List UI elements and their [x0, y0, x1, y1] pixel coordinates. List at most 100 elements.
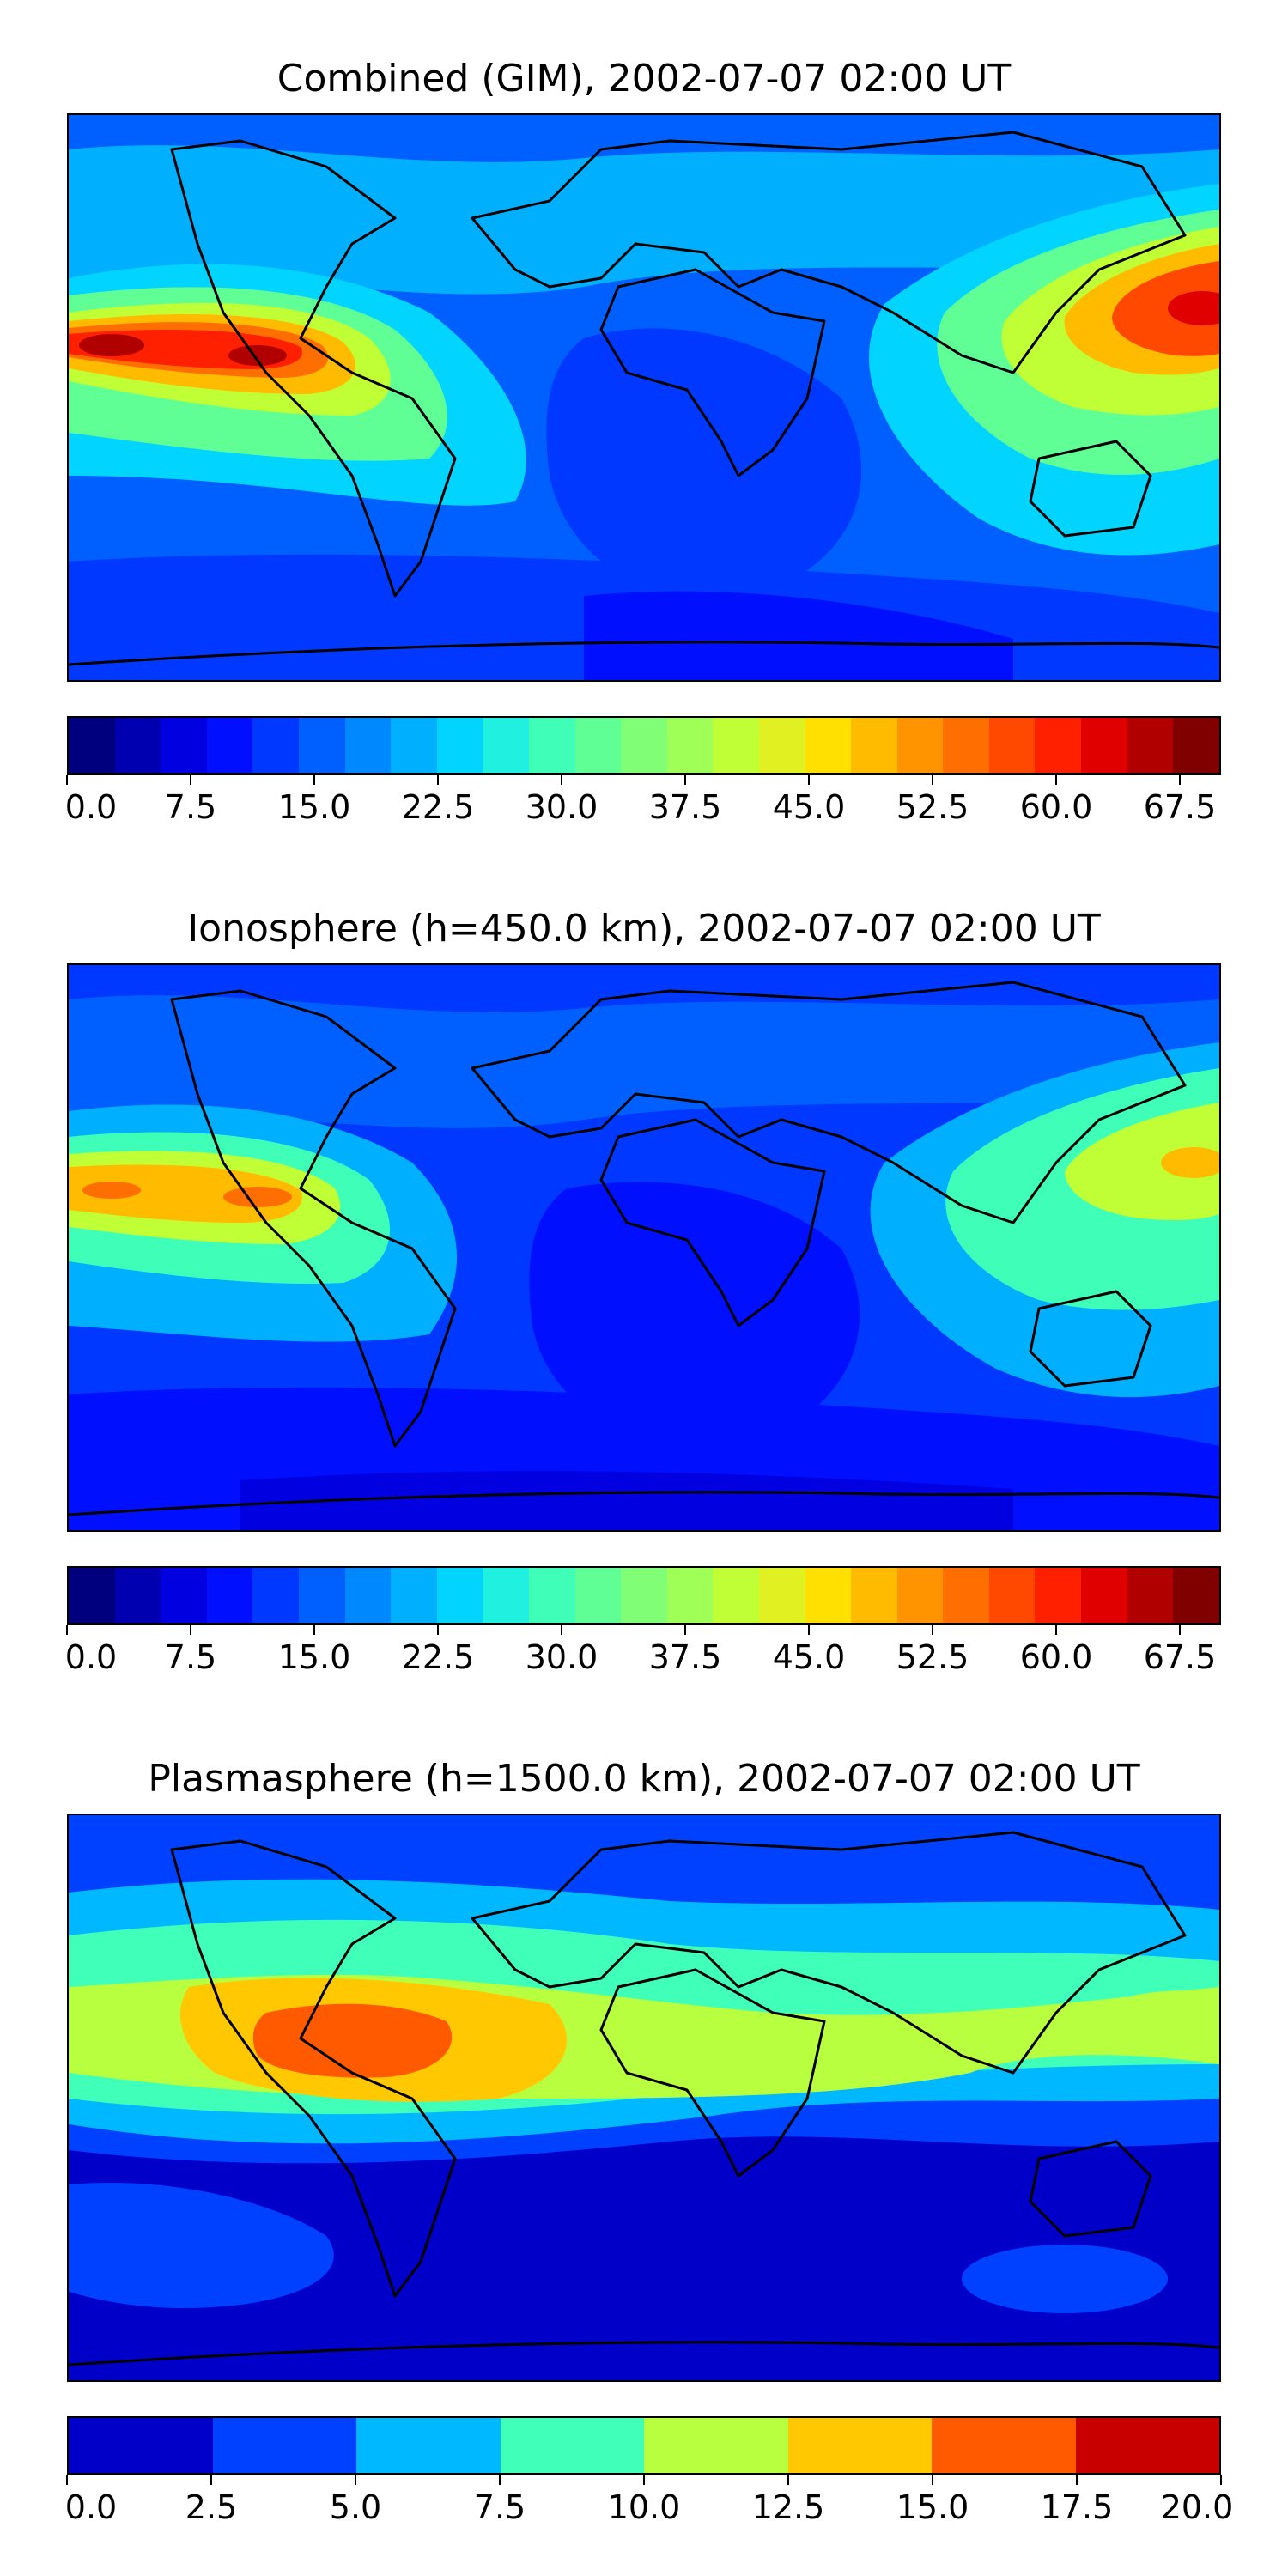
- colorbar-tick: [1179, 775, 1181, 785]
- panel-3-title: Plasmasphere (h=1500.0 km), 2002-07-07 0…: [148, 1757, 1140, 1801]
- colorbar-tick-label: 12.5: [751, 2488, 825, 2526]
- colorbar-segment: [713, 1568, 759, 1623]
- colorbar-tick: [210, 2475, 212, 2485]
- colorbar-segment: [1081, 1568, 1127, 1623]
- colorbar-tick: [1076, 2475, 1078, 2485]
- colorbar-segment: [1081, 718, 1127, 773]
- colorbar-tick: [1179, 1625, 1181, 1635]
- colorbar-segment: [1127, 1568, 1174, 1623]
- colorbar-segment: [988, 718, 1036, 773]
- colorbar-segment: [1035, 1568, 1082, 1623]
- colorbar-tick: [66, 1625, 68, 1635]
- colorbar-tick: [808, 1625, 810, 1635]
- colorbar-tick-label: 67.5: [1143, 788, 1217, 826]
- colorbar-segment: [206, 1568, 253, 1623]
- colorbar-segment: [436, 718, 483, 773]
- colorbar-segment: [1173, 718, 1219, 773]
- colorbar-segment: [528, 718, 575, 773]
- colorbar-tick: [66, 775, 68, 785]
- colorbar-tick-label: 20.0: [1160, 2488, 1234, 2526]
- colorbar-tick: [437, 775, 439, 785]
- panel-3-tec-field: [69, 1815, 1219, 2380]
- colorbar-tick-label: 30.0: [525, 788, 598, 826]
- colorbar-tick: [561, 1625, 562, 1635]
- colorbar-tick: [1055, 1625, 1057, 1635]
- panel-2-title: Ionosphere (h=450.0 km), 2002-07-07 02:0…: [187, 907, 1101, 951]
- colorbar-segment: [644, 2418, 788, 2473]
- colorbar-tick-label: 2.5: [185, 2488, 238, 2526]
- colorbar-segment: [252, 718, 299, 773]
- colorbar-segment: [1127, 718, 1174, 773]
- colorbar-segment: [666, 1568, 714, 1623]
- colorbar-segment: [943, 1568, 989, 1623]
- colorbar-tick-label: 22.5: [401, 1638, 475, 1676]
- colorbar-tick: [355, 2475, 356, 2485]
- colorbar-tick-label: 60.0: [1019, 1638, 1093, 1676]
- colorbar-tick-label: 45.0: [772, 788, 846, 826]
- colorbar-segment: [436, 1568, 483, 1623]
- colorbar-segment: [252, 1568, 299, 1623]
- colorbar-segment: [943, 718, 989, 773]
- colorbar-segment: [500, 2418, 644, 2473]
- colorbar-segment: [483, 718, 529, 773]
- colorbar-tick-label: 52.5: [896, 788, 969, 826]
- colorbar-tick: [643, 2475, 645, 2485]
- panel-1-coastlines: [69, 131, 1219, 666]
- colorbar-tick: [932, 2475, 933, 2485]
- colorbar-tick: [684, 775, 686, 785]
- colorbar-segment: [1173, 1568, 1219, 1623]
- colorbar-segment: [69, 718, 115, 773]
- colorbar-tick-label: 0.0: [64, 788, 118, 826]
- colorbar-tick: [499, 2475, 501, 2485]
- panel-3-colorbar: [67, 2416, 1221, 2475]
- colorbar-tick: [190, 1625, 191, 1635]
- colorbar-tick-label: 10.0: [607, 2488, 681, 2526]
- colorbar-segment: [1035, 718, 1082, 773]
- colorbar-tick-label: 30.0: [525, 1638, 598, 1676]
- colorbar-tick: [808, 775, 810, 785]
- colorbar-tick: [932, 1625, 933, 1635]
- colorbar-tick: [313, 1625, 315, 1635]
- colorbar-tick-label: 67.5: [1143, 1638, 1217, 1676]
- colorbar-tick-label: 7.5: [164, 1638, 217, 1676]
- colorbar-segment: [114, 718, 161, 773]
- colorbar-segment: [298, 718, 345, 773]
- colorbar-tick: [437, 1625, 439, 1635]
- colorbar-segment: [896, 1568, 944, 1623]
- panel-2-map: [67, 963, 1221, 1532]
- colorbar-tick-label: 7.5: [473, 2488, 526, 2526]
- colorbar-segment: [391, 718, 437, 773]
- colorbar-tick: [313, 775, 315, 785]
- colorbar-segment: [621, 1568, 667, 1623]
- colorbar-segment: [212, 2418, 356, 2473]
- colorbar-tick: [684, 1625, 686, 1635]
- colorbar-tick: [1220, 2475, 1222, 2485]
- colorbar-segment: [298, 1568, 345, 1623]
- colorbar-tick-label: 52.5: [896, 1638, 969, 1676]
- colorbar-segment: [206, 718, 253, 773]
- colorbar-tick-label: 37.5: [648, 788, 722, 826]
- panel-3-map: [67, 1814, 1221, 2382]
- colorbar-tick: [787, 2475, 789, 2485]
- colorbar-segment: [805, 1568, 852, 1623]
- colorbar-segment: [787, 2418, 932, 2473]
- colorbar-tick-label: 37.5: [648, 1638, 722, 1676]
- panel-1-map: [67, 113, 1221, 682]
- colorbar-segment: [896, 718, 944, 773]
- panel-2-tec-field: [69, 965, 1219, 1530]
- colorbar-segment: [713, 718, 759, 773]
- colorbar-segment: [69, 2418, 213, 2473]
- colorbar-segment: [932, 2418, 1076, 2473]
- colorbar-segment: [574, 1568, 622, 1623]
- colorbar-tick-label: 0.0: [64, 2488, 118, 2526]
- panel-3-colorbar-ticks: 0.0 2.5 5.0 7.5 10.0 12.5 15.0 17.5 20.0: [64, 2475, 1233, 2526]
- colorbar-segment: [851, 1568, 897, 1623]
- colorbar-tick-label: 7.5: [164, 788, 217, 826]
- colorbar-tick-label: 15.0: [277, 788, 351, 826]
- colorbar-segment: [161, 1568, 207, 1623]
- panel-2-coastlines: [69, 981, 1219, 1516]
- colorbar-tick-label: 5.0: [329, 2488, 382, 2526]
- panel-1-tec-field: [69, 115, 1219, 680]
- panel-1-title: Combined (GIM), 2002-07-07 02:00 UT: [276, 57, 1012, 100]
- colorbar-tick: [561, 775, 562, 785]
